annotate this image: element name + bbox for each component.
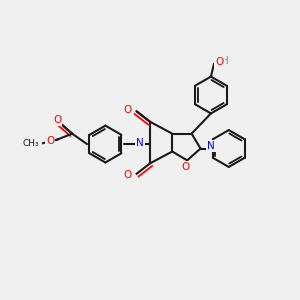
Text: O: O xyxy=(215,57,223,67)
Text: O: O xyxy=(123,105,131,115)
Text: N: N xyxy=(207,140,215,151)
Text: N: N xyxy=(136,138,143,148)
Text: O: O xyxy=(182,162,190,172)
Text: O: O xyxy=(53,115,61,125)
Text: O: O xyxy=(123,170,131,180)
Text: H: H xyxy=(221,56,229,65)
Text: CH₃: CH₃ xyxy=(23,139,39,148)
Text: O: O xyxy=(46,136,54,146)
